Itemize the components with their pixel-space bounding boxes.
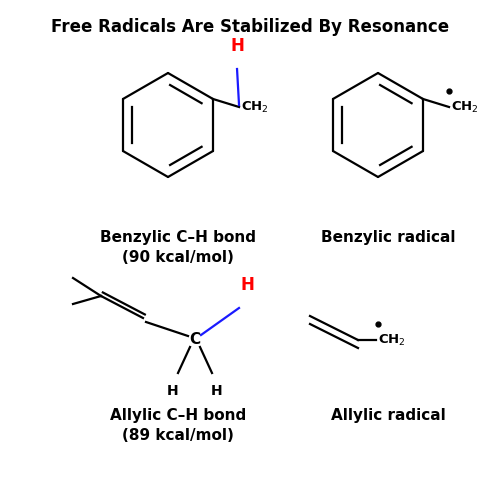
Text: Allylic radical: Allylic radical [330,408,446,423]
Text: Benzylic C–H bond
(90 kcal/mol): Benzylic C–H bond (90 kcal/mol) [100,230,256,265]
Text: H: H [240,276,254,294]
Text: H: H [211,384,223,398]
Text: H: H [167,384,179,398]
Text: Allylic C–H bond
(89 kcal/mol): Allylic C–H bond (89 kcal/mol) [110,408,246,443]
Text: Benzylic radical: Benzylic radical [321,230,455,245]
Text: CH$_2$: CH$_2$ [378,332,406,348]
Text: H: H [230,37,244,55]
Text: Free Radicals Are Stabilized By Resonance: Free Radicals Are Stabilized By Resonanc… [51,18,449,36]
Text: C: C [190,332,200,347]
Text: CH$_2$: CH$_2$ [241,100,269,114]
Text: CH$_2$: CH$_2$ [451,100,479,114]
